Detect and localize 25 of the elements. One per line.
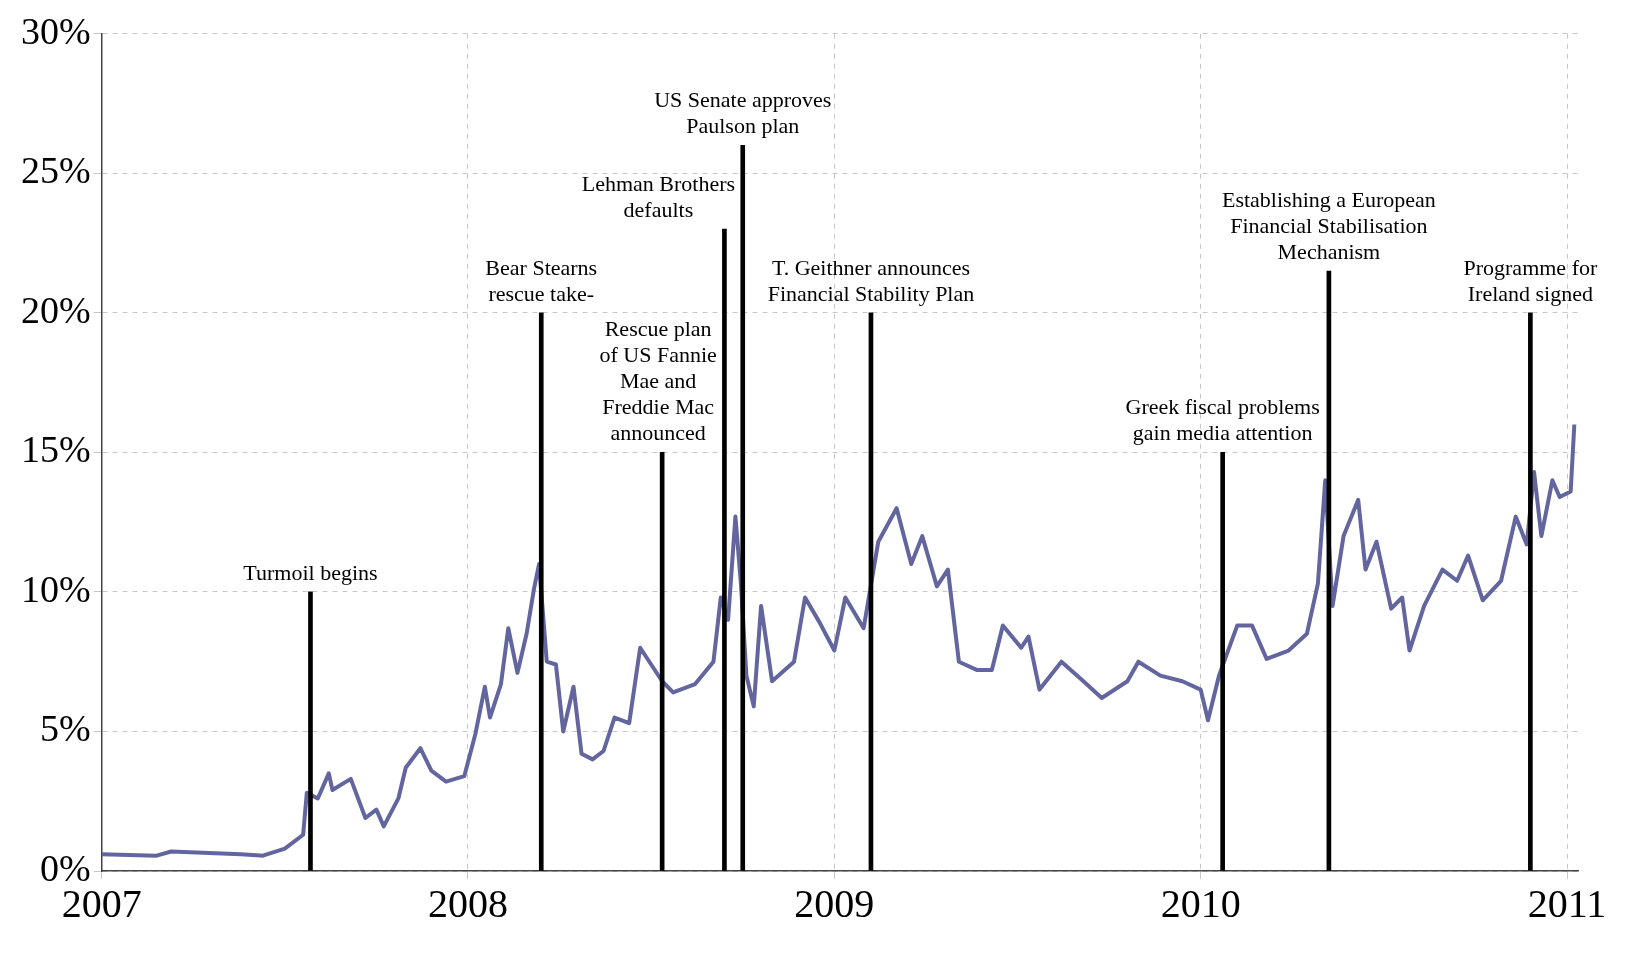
annotation: Turmoil begins	[243, 559, 378, 585]
annotation: Rescue plan of US Fannie Mae and Freddie Mac announced	[599, 316, 717, 446]
y-tick-label: 10%	[21, 567, 91, 610]
y-tick-label: 30%	[21, 9, 91, 52]
annotation: T. Geithner announces Financial Stability Plan	[767, 254, 975, 306]
bar	[740, 145, 746, 871]
annotation: Programme for Ireland signed	[1463, 254, 1598, 306]
annotation: Establishing a European Financial Stabilisation Mechanism	[1221, 187, 1436, 265]
annotation: Greek fiscal problems gain media attention	[1125, 394, 1320, 446]
x-tick-label: 2009	[794, 880, 875, 926]
y-tick-label: 25%	[21, 149, 91, 192]
bar	[538, 312, 544, 871]
y-tick-label: 20%	[21, 288, 91, 331]
bar	[722, 228, 727, 871]
annotation: Lehman Brothers defaults	[581, 171, 736, 223]
x-tick-label: 2008	[427, 880, 508, 926]
y-tick-label: 5%	[40, 707, 91, 750]
bar	[308, 591, 313, 871]
annotation: Bear Stearns rescue take-	[485, 254, 598, 306]
bar	[1220, 452, 1225, 871]
y-tick-label: 15%	[21, 428, 91, 471]
annotation: US Senate approves Paulson plan	[654, 87, 832, 139]
x-tick-label: 2010	[1160, 880, 1241, 926]
bar	[1528, 312, 1533, 871]
x-tick-label: 2011	[1527, 880, 1607, 926]
